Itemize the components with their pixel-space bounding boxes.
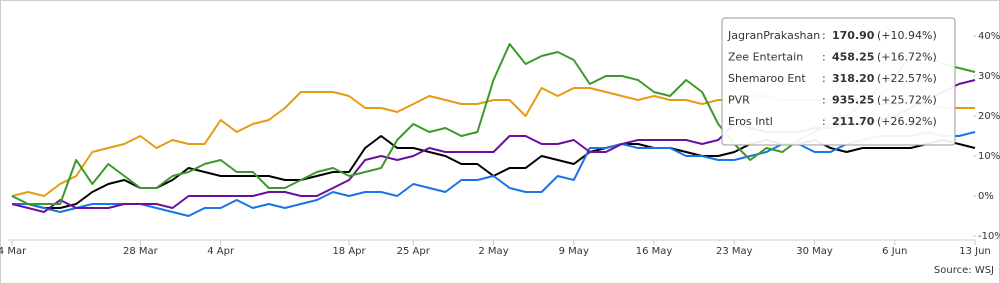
tooltip-separator: : [822, 51, 826, 64]
tooltip-name: Eros Intl [728, 115, 773, 128]
x-tick-label: 4 Mar [0, 246, 27, 257]
source: Source: WSJ [934, 265, 994, 276]
x-tick-label: 30 May [796, 246, 833, 257]
tooltip-separator: : [822, 115, 826, 128]
tooltip-value: 211.70 [832, 115, 875, 128]
x-tick-label: 13 Jun [959, 246, 991, 257]
y-tick-label: 40% [978, 31, 1000, 42]
tooltip-change: (+25.72%) [877, 94, 937, 107]
tooltip-value: 935.25 [832, 94, 874, 107]
tooltip-value: 318.20 [832, 72, 875, 85]
tooltip-change: (+26.92%) [877, 115, 937, 128]
x-tick-label: 18 Apr [332, 246, 366, 257]
x-tick-label: 4 Apr [207, 246, 235, 257]
tooltip: JagranPrakashan:170.90 (+10.94%)Zee Enter… [721, 17, 956, 146]
tooltip-change: (+10.94%) [877, 29, 937, 42]
x-tick-label: 23 May [716, 246, 753, 257]
tooltip-change: (+16.72%) [877, 51, 937, 64]
tooltip-separator: : [822, 72, 826, 85]
series-line [12, 131, 976, 217]
x-tick-label: 25 Apr [397, 246, 431, 257]
y-tick-label: 20% [978, 111, 1000, 122]
x-tick-label: 28 Mar [123, 246, 159, 257]
tooltip-value: 458.25 [832, 51, 874, 64]
tooltip-separator: : [822, 29, 826, 42]
tooltip-value: 170.90 [832, 29, 875, 42]
x-tick-label: 6 Jun [882, 246, 907, 257]
y-tick-label: -10% [978, 231, 1000, 242]
tooltip-name: PVR [728, 94, 750, 107]
tooltip-box [721, 17, 956, 146]
tooltip-change: (+22.57%) [877, 72, 937, 85]
tooltip-name: JagranPrakashan [727, 29, 820, 42]
tooltip-name: Shemaroo Ent [728, 72, 806, 85]
x-tick-label: 16 May [636, 246, 673, 257]
x-tick-label: 9 May [559, 246, 589, 257]
y-tick-label: 10% [978, 151, 1000, 162]
tooltip-name: Zee Entertain [728, 51, 803, 64]
y-tick-label: 0% [978, 191, 994, 202]
x-tick-label: 2 May [478, 246, 508, 257]
y-tick-label: 30% [978, 71, 1000, 82]
tooltip-separator: : [822, 94, 826, 107]
